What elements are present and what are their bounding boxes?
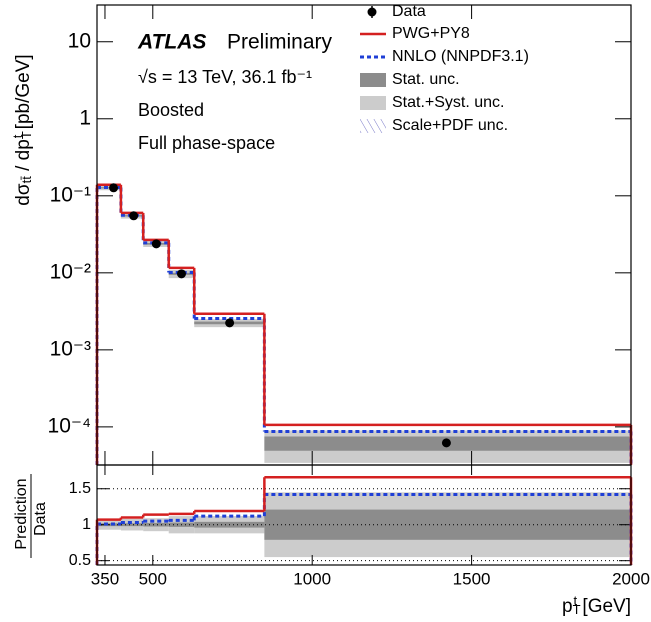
- legend-marker: [367, 7, 377, 17]
- x-axis-label: pTt [GeV]: [562, 593, 631, 617]
- y-axis-label: dσtt̄ / dpTt [pb/GeV]: [10, 54, 34, 205]
- y-label-part: [pb/GeV]: [13, 54, 34, 134]
- y-label-part: T: [19, 131, 34, 139]
- experiment-label: ATLAS: [137, 31, 206, 54]
- ratio-y-tick-label: 1.5: [69, 480, 91, 497]
- x-label-part: p: [562, 596, 573, 617]
- y-tick-label: 10⁻³: [50, 337, 91, 360]
- y-tick-label: 1: [79, 106, 91, 129]
- data-point: [176, 269, 186, 279]
- x-tick-label: 500: [139, 569, 167, 588]
- ratio-y-tick-label: 0.5: [69, 552, 91, 569]
- x-tick-label: 1500: [453, 569, 491, 588]
- ratio-label-bottom: Data: [32, 502, 49, 536]
- legend-label: Stat.+Syst. unc.: [392, 94, 505, 111]
- legend-label: Data: [392, 3, 426, 20]
- x-label-part: t: [574, 593, 578, 608]
- legend-label: NNLO (NNPDF3.1): [392, 48, 529, 65]
- y-tick-label: 10⁻⁴: [48, 414, 91, 437]
- legend-marker: [360, 96, 386, 110]
- data-point: [109, 183, 119, 193]
- y-tick-label: 10: [68, 29, 91, 52]
- x-label-part: T: [573, 602, 581, 617]
- ratio-uncertainty-band: [143, 522, 169, 527]
- legend-label: Stat. unc.: [392, 71, 460, 88]
- y-label-part: dσ: [13, 183, 34, 206]
- ratio-uncertainty-band: [120, 523, 144, 527]
- selection-label: Boosted: [138, 100, 204, 120]
- data-point: [441, 438, 451, 448]
- x-label-part: [GeV]: [577, 596, 631, 617]
- region-label: Full phase-space: [138, 133, 275, 153]
- ratio-label-top: Prediction: [13, 478, 30, 549]
- data-point: [129, 211, 139, 221]
- x-tick-label: 2000: [612, 569, 650, 588]
- energy-lumi: √s = 13 TeV, 36.1 fb⁻¹: [138, 67, 312, 87]
- ratio-y-tick-label: 1: [82, 516, 91, 533]
- x-tick-label: 350: [91, 569, 119, 588]
- legend-label: PWG+PY8: [392, 25, 470, 42]
- ratio-frame: [96, 464, 632, 566]
- y-label-part: t: [10, 134, 25, 138]
- data-point: [151, 239, 161, 249]
- y-tick-label: 10⁻¹: [50, 183, 91, 206]
- x-tick-label: 1000: [293, 569, 331, 588]
- legend-marker: [360, 73, 386, 87]
- data-point: [225, 318, 235, 328]
- legend-label: Scale+PDF unc.: [392, 117, 508, 134]
- legend-marker: [360, 119, 386, 133]
- status-label: Preliminary: [227, 31, 333, 54]
- y-tick-label: 10⁻²: [50, 260, 91, 283]
- ratio-uncertainty-band: [264, 509, 631, 540]
- y-label-part: / dp: [13, 139, 34, 176]
- uncertainty-band: [97, 187, 121, 189]
- y-label-part: tt̄: [19, 176, 34, 184]
- plot-area: 0.5 1 1.5 10⁻⁴ 10⁻³ 10⁻² 10⁻¹ 1 10 350 500 1000 1500…: [48, 3, 650, 588]
